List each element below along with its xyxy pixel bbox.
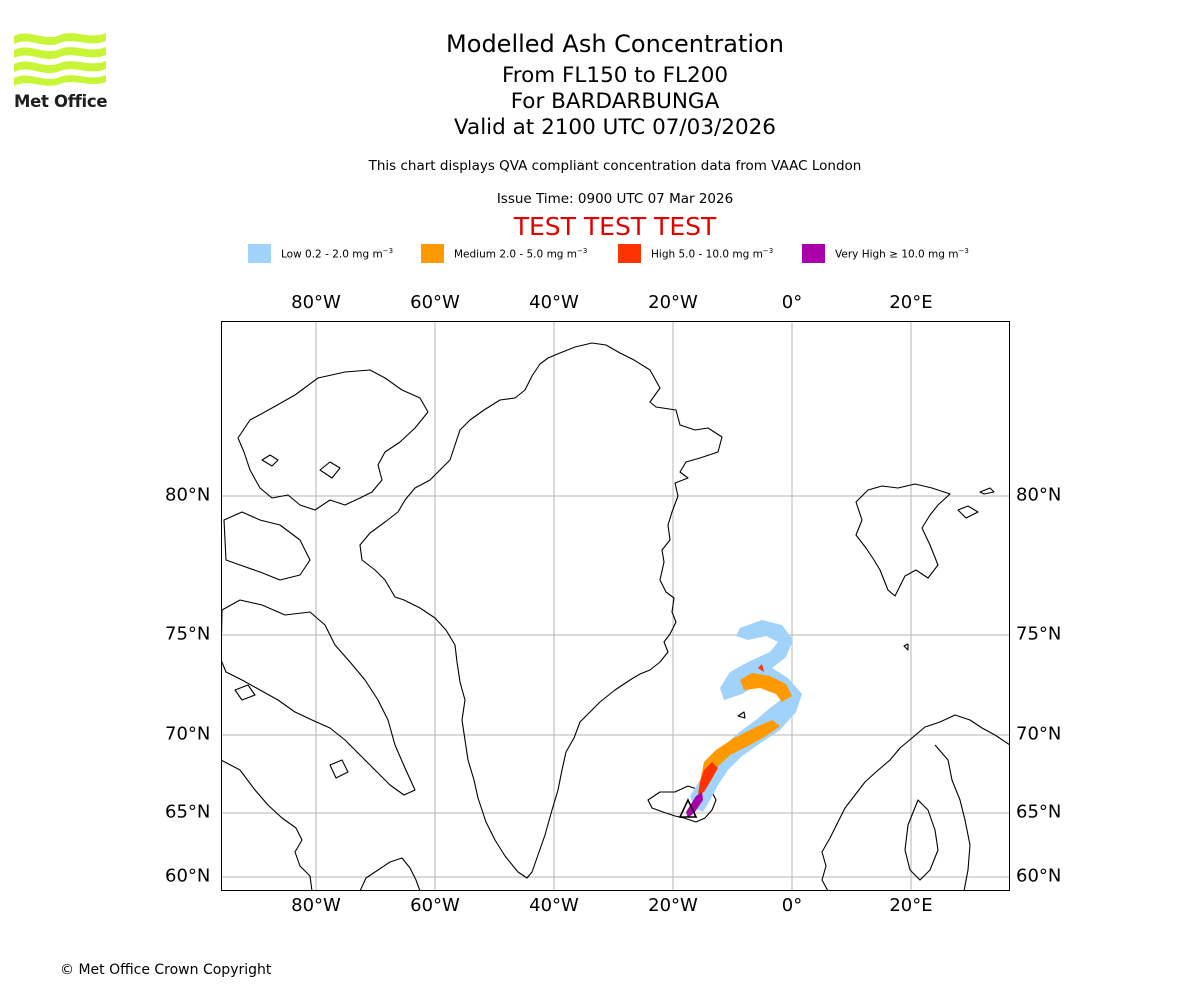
lon-label-bottom: 0° — [781, 895, 803, 916]
legend-item-low: Low 0.2 - 2.0 mg m−3 — [248, 244, 393, 263]
coastline-baffin-island — [221, 599, 416, 796]
lat-label-left: 60°N — [165, 865, 211, 887]
disclaimer-text: This chart displays QVA compliant concen… — [368, 158, 862, 174]
lon-label-top: 60°W — [410, 292, 460, 313]
coastline-small-island-3 — [234, 684, 256, 701]
coastline-bothnia — [904, 799, 939, 881]
coastline-svalbard — [855, 483, 951, 597]
legend-label-high: High 5.0 - 10.0 mg m−3 — [651, 246, 774, 261]
coastline-small-island-1 — [261, 454, 279, 467]
legend-swatch-high — [618, 244, 641, 263]
lon-label-bottom: 40°W — [529, 895, 579, 916]
lon-label-bottom: 20°E — [889, 895, 933, 916]
coastline-small-island-2 — [319, 461, 341, 479]
coastline-scandinavia — [821, 714, 1010, 891]
lon-label-top: 20°E — [889, 292, 933, 313]
ash-plume — [686, 620, 802, 818]
ash-concentration-map — [221, 321, 1010, 895]
lat-label-right: 70°N — [1016, 723, 1062, 745]
map-frame — [221, 321, 1010, 891]
coastline-sweden-finland-border — [934, 744, 971, 891]
coastline-canada-mainland — [221, 759, 313, 891]
coastline-devon-island — [223, 511, 311, 581]
lon-label-top: 0° — [781, 292, 803, 313]
lat-label-right: 75°N — [1016, 623, 1062, 645]
coastline-iceland — [647, 785, 717, 823]
legend-label-low: Low 0.2 - 2.0 mg m−3 — [281, 246, 394, 261]
legend-label-medium: Medium 2.0 - 5.0 mg m−3 — [454, 246, 588, 261]
lon-label-top: 40°W — [529, 292, 579, 313]
coastline-bear-island — [903, 643, 909, 651]
volcano-name: For BARDARBUNGA — [510, 89, 720, 114]
coastline-kvitoya — [979, 487, 995, 495]
coastline-greenland — [359, 342, 723, 879]
lat-label-left: 65°N — [165, 801, 211, 823]
met-office-wave-icon — [14, 33, 106, 86]
legend-label-very-high: Very High ≥ 10.0 mg m−3 — [835, 246, 969, 261]
lat-label-right: 80°N — [1016, 484, 1062, 506]
coastline-labrador — [359, 857, 421, 891]
legend-swatch-very-high — [802, 244, 825, 263]
coastlines — [221, 342, 1010, 891]
lon-label-bottom: 20°W — [648, 895, 698, 916]
copyright-notice: © Met Office Crown Copyright — [60, 962, 272, 978]
lat-label-right: 60°N — [1016, 865, 1062, 887]
graticule — [221, 321, 1010, 891]
coastline-small-island-4 — [329, 759, 349, 779]
issue-time: Issue Time: 0900 UTC 07 Mar 2026 — [496, 191, 734, 207]
valid-time: Valid at 2100 UTC 07/03/2026 — [453, 115, 776, 140]
lon-label-top: 20°W — [648, 292, 698, 313]
lon-label-bottom: 80°W — [291, 895, 341, 916]
legend-swatch-low — [248, 244, 271, 263]
met-office-logo — [14, 30, 106, 92]
ash-plume-medium — [700, 673, 792, 784]
lat-label-left: 80°N — [165, 484, 211, 506]
ash-plume-high — [698, 664, 764, 794]
legend-item-very-high: Very High ≥ 10.0 mg m−3 — [802, 244, 969, 263]
flight-level-range: From FL150 to FL200 — [501, 63, 729, 88]
logo-wordmark: Met Office — [14, 92, 108, 111]
legend-item-medium: Medium 2.0 - 5.0 mg m−3 — [421, 244, 587, 263]
volcano-triangle-icon — [678, 798, 698, 818]
ash-plume-very-high — [686, 792, 703, 818]
lat-label-left: 70°N — [165, 723, 211, 745]
test-banner: TEST TEST TEST — [513, 212, 717, 241]
lon-label-bottom: 60°W — [410, 895, 460, 916]
legend-swatch-medium — [421, 244, 444, 263]
chart-title: Modelled Ash Concentration — [446, 30, 784, 58]
lat-label-right: 65°N — [1016, 801, 1062, 823]
coastline-ellesmere — [237, 369, 429, 511]
legend-item-high: High 5.0 - 10.0 mg m−3 — [618, 244, 773, 263]
lon-label-top: 80°W — [291, 292, 341, 313]
map-background — [221, 321, 1010, 891]
coastline-svalbard-east — [957, 505, 979, 519]
coastline-jan-mayen — [737, 711, 746, 719]
lat-label-left: 75°N — [165, 623, 211, 645]
map-svg — [221, 321, 1010, 891]
